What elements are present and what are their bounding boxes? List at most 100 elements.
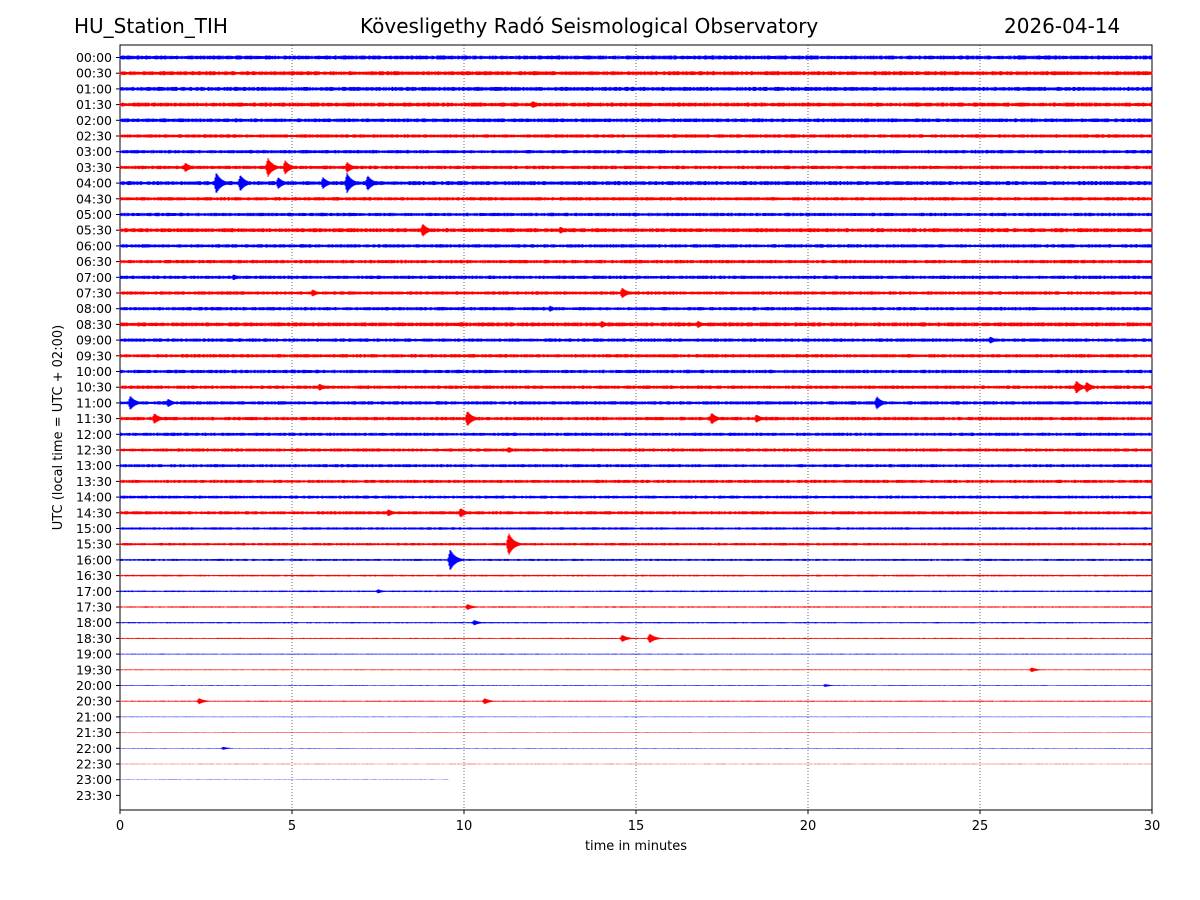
- trace-0000: [119, 55, 1153, 60]
- y-tick-label: 23:00: [76, 772, 112, 787]
- y-tick-label: 17:00: [76, 584, 112, 599]
- y-tick-label: 13:00: [76, 458, 112, 473]
- y-tick-label: 19:00: [76, 647, 112, 662]
- y-tick-label: 12:00: [76, 427, 112, 442]
- y-tick-label: 03:30: [76, 160, 112, 175]
- trace-1730: [119, 604, 1153, 610]
- y-tick-label: 11:30: [76, 411, 112, 426]
- y-tick-label: 08:00: [76, 301, 112, 316]
- trace-1330: [119, 479, 1153, 484]
- y-tick-label: 04:30: [76, 191, 112, 206]
- y-tick-label: 07:00: [76, 270, 112, 285]
- trace-0800: [119, 305, 1153, 312]
- trace-0630: [119, 259, 1153, 264]
- y-tick-label: 08:30: [76, 317, 112, 332]
- y-tick-label: 20:00: [76, 678, 112, 693]
- trace-1000: [119, 369, 1153, 374]
- trace-1830: [119, 633, 1153, 643]
- trace-1200: [119, 432, 1153, 436]
- y-tick-label: 10:00: [76, 364, 112, 379]
- y-tick-label: 18:00: [76, 615, 112, 630]
- y-tick-label: 19:30: [76, 662, 112, 677]
- trace-0400: [119, 173, 1153, 194]
- y-tick-label: 22:00: [76, 741, 112, 756]
- y-tick-label: 17:30: [76, 600, 112, 615]
- y-tick-label: 12:30: [76, 443, 112, 458]
- trace-1130: [119, 411, 1153, 426]
- y-tick-label: 05:30: [76, 223, 112, 238]
- trace-2000: [119, 684, 1153, 687]
- trace-1100: [119, 396, 1153, 410]
- y-tick-label: 04:00: [76, 176, 112, 191]
- trace-2100: [119, 716, 1153, 718]
- y-tick-label: 21:30: [76, 725, 112, 740]
- trace-2030: [119, 698, 1153, 705]
- y-tick-label: 00:30: [76, 66, 112, 81]
- y-tick-label: 06:00: [76, 238, 112, 253]
- trace-0430: [119, 197, 1153, 201]
- y-tick-label: 15:00: [76, 521, 112, 536]
- station-title: HU_Station_TIH: [74, 14, 228, 38]
- trace-1800: [119, 620, 1153, 626]
- y-tick-label: 07:30: [76, 286, 112, 301]
- observatory-title: Kövesligethy Radó Seismological Observat…: [360, 14, 819, 38]
- y-tick-label: 02:30: [76, 129, 112, 144]
- date-title: 2026-04-14: [1004, 14, 1121, 38]
- trace-0730: [119, 288, 1153, 298]
- y-tick-label: 15:30: [76, 537, 112, 552]
- y-tick-label: 09:30: [76, 348, 112, 363]
- trace-1500: [119, 527, 1153, 530]
- y-tick-label: 14:30: [76, 505, 112, 520]
- trace-2130: [119, 732, 1153, 733]
- trace-0600: [119, 244, 1153, 248]
- trace-0330: [119, 157, 1153, 177]
- y-tick-label: 14:00: [76, 490, 112, 505]
- trace-0830: [119, 320, 1153, 328]
- y-tick-label: 09:00: [76, 333, 112, 348]
- x-tick-label: 20: [800, 819, 817, 834]
- y-tick-label: 03:00: [76, 144, 112, 159]
- trace-0100: [119, 86, 1153, 91]
- x-axis-label: time in minutes: [585, 839, 687, 854]
- trace-1530: [119, 533, 1153, 555]
- trace-1230: [119, 447, 1153, 453]
- y-tick-label: 23:30: [76, 788, 112, 803]
- trace-0130: [119, 101, 1153, 109]
- y-tick-label: 05:00: [76, 207, 112, 222]
- trace-1600: [119, 550, 1153, 570]
- x-tick-label: 30: [1144, 819, 1161, 834]
- y-axis-label: UTC (local time = UTC + 02:00): [51, 325, 66, 530]
- trace-0900: [119, 336, 1153, 344]
- trace-0200: [119, 118, 1153, 123]
- x-tick-label: 10: [456, 819, 473, 834]
- trace-0930: [119, 354, 1153, 358]
- trace-1900: [119, 653, 1153, 655]
- y-tick-label: 16:00: [76, 552, 112, 567]
- y-tick-label: 01:00: [76, 81, 112, 96]
- trace-0230: [119, 134, 1153, 138]
- trace-1030: [119, 381, 1153, 394]
- trace-0300: [119, 149, 1153, 154]
- y-tick-label: 10:30: [76, 380, 112, 395]
- trace-2200: [119, 746, 1153, 750]
- y-tick-label: 16:30: [76, 568, 112, 583]
- y-tick-label: 06:30: [76, 254, 112, 269]
- trace-0500: [119, 212, 1153, 217]
- y-tick-label: 18:30: [76, 631, 112, 646]
- y-tick-label: 21:00: [76, 709, 112, 724]
- y-tick-label: 02:00: [76, 113, 112, 128]
- trace-1430: [119, 508, 1153, 518]
- y-tick-label: 01:30: [76, 97, 112, 112]
- x-tick-label: 0: [116, 819, 124, 834]
- x-tick-label: 25: [972, 819, 989, 834]
- trace-1300: [119, 464, 1153, 468]
- trace-0030: [119, 71, 1153, 76]
- y-tick-label: 20:30: [76, 694, 112, 709]
- x-tick-label: 5: [288, 819, 296, 834]
- trace-1700: [119, 589, 1153, 594]
- x-tick-label: 15: [628, 819, 645, 834]
- y-tick-label: 00:00: [76, 50, 112, 65]
- y-tick-label: 11:00: [76, 395, 112, 410]
- y-tick-label: 22:30: [76, 757, 112, 772]
